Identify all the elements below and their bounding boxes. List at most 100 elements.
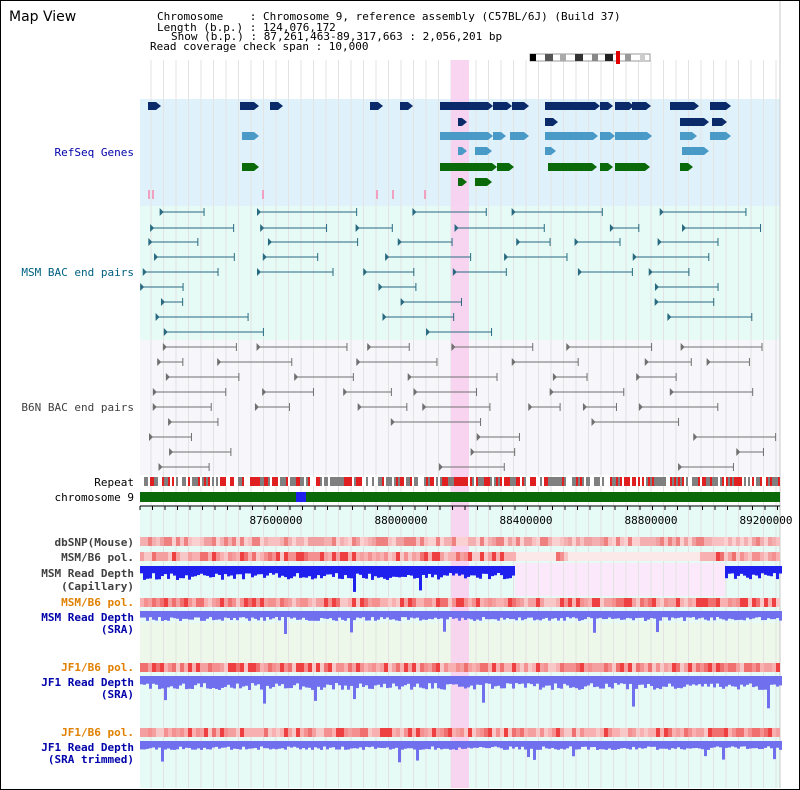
depth-bar [587, 611, 590, 618]
repeat-bin [172, 477, 174, 486]
depth-bar [272, 611, 275, 619]
heat-bin [620, 728, 624, 737]
depth-bar [197, 566, 200, 576]
heat-bin [140, 728, 144, 737]
track-label-b6n-bac: B6N BAC end pairs [21, 401, 134, 414]
heat-bin [516, 598, 520, 607]
depth-bar [773, 611, 776, 620]
refseq-gene [680, 118, 704, 126]
gene-tick [424, 190, 426, 199]
heat-bin [176, 537, 180, 546]
repeat-bin [504, 477, 506, 486]
heat-bin [228, 663, 232, 672]
heat-bin [192, 663, 196, 672]
heat-bin [624, 663, 628, 672]
repeat-bin [182, 477, 184, 486]
depth-bar [335, 566, 338, 574]
heat-bin [420, 728, 424, 737]
track-label-jf1-depth-trim-2: (SRA trimmed) [47, 753, 134, 766]
heat-bin [548, 537, 552, 546]
depth-bar [353, 611, 356, 621]
depth-bar [242, 611, 245, 618]
bac-end [736, 448, 741, 456]
repeat-bin [364, 477, 366, 486]
heat-bin [424, 598, 428, 607]
heat-bin [684, 598, 688, 607]
repeat-bin [764, 477, 766, 486]
depth-bar [683, 741, 686, 750]
repeat-bin [164, 477, 166, 486]
heat-bin [152, 663, 156, 672]
heat-bin [204, 598, 208, 607]
repeat-bin [460, 477, 462, 486]
depth-bar [275, 676, 278, 684]
depth-bar [779, 566, 782, 574]
heat-bin [740, 552, 744, 561]
depth-bar [278, 566, 281, 578]
depth-bar [269, 611, 272, 620]
heat-bin [244, 537, 248, 546]
depth-bar [383, 611, 386, 619]
heat-bin [500, 663, 504, 672]
depth-bar [434, 611, 437, 618]
depth-bar [296, 566, 299, 574]
heat-bin [428, 537, 432, 546]
repeat-bin [614, 477, 616, 486]
heat-bin [384, 552, 388, 561]
heat-bin [484, 537, 488, 546]
depth-bar [143, 566, 146, 580]
heat-bin [416, 663, 420, 672]
repeat-bin [304, 477, 306, 486]
bac-end [400, 298, 405, 306]
depth-bar [155, 741, 158, 750]
heat-bin [560, 537, 564, 546]
depth-bar [206, 611, 209, 619]
depth-bar [623, 741, 626, 749]
heat-bin [564, 552, 568, 561]
heat-bin [280, 663, 284, 672]
heat-bin [520, 598, 524, 607]
repeat-bin [718, 477, 720, 486]
heat-bin [572, 598, 576, 607]
heat-bin [544, 537, 548, 546]
depth-bar [764, 676, 767, 690]
depth-bar [461, 566, 464, 575]
depth-bar [380, 611, 383, 618]
depth-bar [461, 676, 464, 687]
depth-bar [497, 741, 500, 748]
depth-bar [482, 611, 485, 618]
depth-bar [383, 566, 386, 579]
repeat-bin [662, 477, 664, 486]
heat-bin [292, 598, 296, 607]
depth-bar [284, 611, 287, 634]
heat-bin [652, 663, 656, 672]
refseq-gene [440, 132, 488, 140]
heat-bin [160, 552, 164, 561]
depth-bar [764, 741, 767, 748]
heat-bin [620, 598, 624, 607]
bac-end [470, 448, 475, 456]
gene-arrow [462, 118, 467, 126]
refseq-gene [600, 163, 608, 171]
heat-bin [488, 728, 492, 737]
depth-bar [317, 741, 320, 749]
depth-bar [725, 676, 728, 687]
heat-bin [428, 663, 432, 672]
depth-bar [224, 566, 227, 575]
heat-bin [752, 552, 756, 561]
depth-bar [479, 676, 482, 685]
depth-bar [581, 611, 584, 621]
gene-arrow [501, 132, 506, 140]
depth-bar [266, 676, 269, 686]
depth-bar [407, 611, 410, 620]
depth-bar [257, 676, 260, 685]
heat-bin [304, 552, 308, 561]
heat-bin [576, 552, 580, 561]
refseq-gene [440, 163, 492, 171]
heat-bin [452, 663, 456, 672]
depth-bar [548, 611, 551, 621]
heat-bin [508, 552, 512, 561]
depth-bar [671, 676, 674, 687]
heat-bin [476, 537, 480, 546]
